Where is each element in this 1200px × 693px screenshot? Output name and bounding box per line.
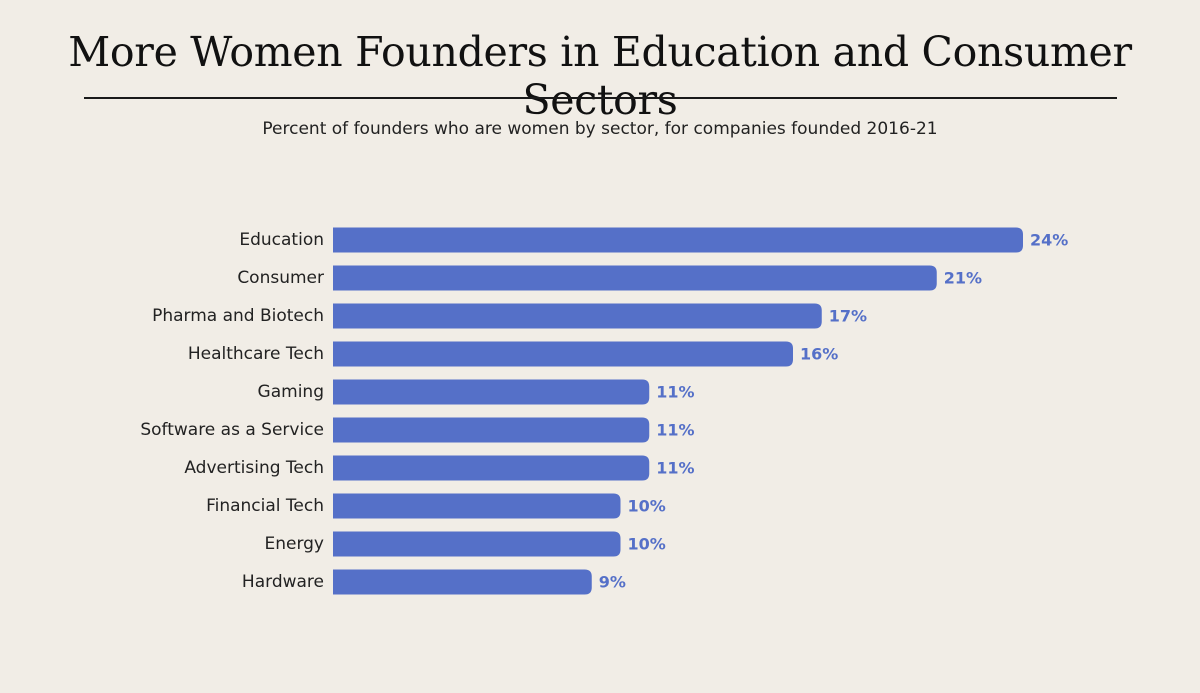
value-label-gaming: 11% (656, 383, 694, 402)
chart-title: More Women Founders in Education and Con… (68, 28, 1132, 124)
category-label-consumer: Consumer (237, 268, 324, 288)
value-label-hardware: 9% (599, 573, 626, 592)
category-label-education: Education (239, 230, 324, 250)
bar-advertising-tech (333, 455, 650, 481)
value-label-education: 24% (1030, 231, 1068, 250)
bar-healthcare-tech (333, 341, 793, 367)
value-label-energy: 10% (628, 535, 666, 554)
bar-gaming (333, 379, 650, 405)
category-label-healthcare-tech: Healthcare Tech (188, 344, 324, 364)
value-label-software-as-a-service: 11% (656, 421, 694, 440)
value-label-pharma-and-biotech: 17% (829, 307, 867, 326)
category-label-software-as-a-service: Software as a Service (140, 420, 324, 440)
category-label-energy: Energy (264, 534, 324, 554)
bar-financial-tech (333, 493, 621, 519)
value-label-consumer: 21% (944, 269, 982, 288)
bars-group: Education 24% Consumer 21% Pharma and Biotec… (140, 227, 1068, 595)
category-label-advertising-tech: Advertising Tech (184, 458, 324, 478)
bar-software-as-a-service (333, 417, 650, 443)
bar-consumer (333, 265, 937, 291)
bar-education (333, 227, 1023, 253)
title-divider (84, 97, 1117, 99)
bar-pharma-and-biotech (333, 303, 822, 329)
bar-hardware (333, 569, 592, 595)
chart-subtitle: Percent of founders who are women by sec… (262, 119, 938, 139)
value-label-advertising-tech: 11% (656, 459, 694, 478)
value-label-financial-tech: 10% (628, 497, 666, 516)
value-label-healthcare-tech: 16% (800, 345, 838, 364)
category-label-financial-tech: Financial Tech (206, 496, 324, 516)
category-label-hardware: Hardware (242, 572, 324, 592)
category-label-gaming: Gaming (258, 382, 324, 402)
bar-energy (333, 531, 621, 557)
category-label-pharma-and-biotech: Pharma and Biotech (152, 306, 324, 326)
